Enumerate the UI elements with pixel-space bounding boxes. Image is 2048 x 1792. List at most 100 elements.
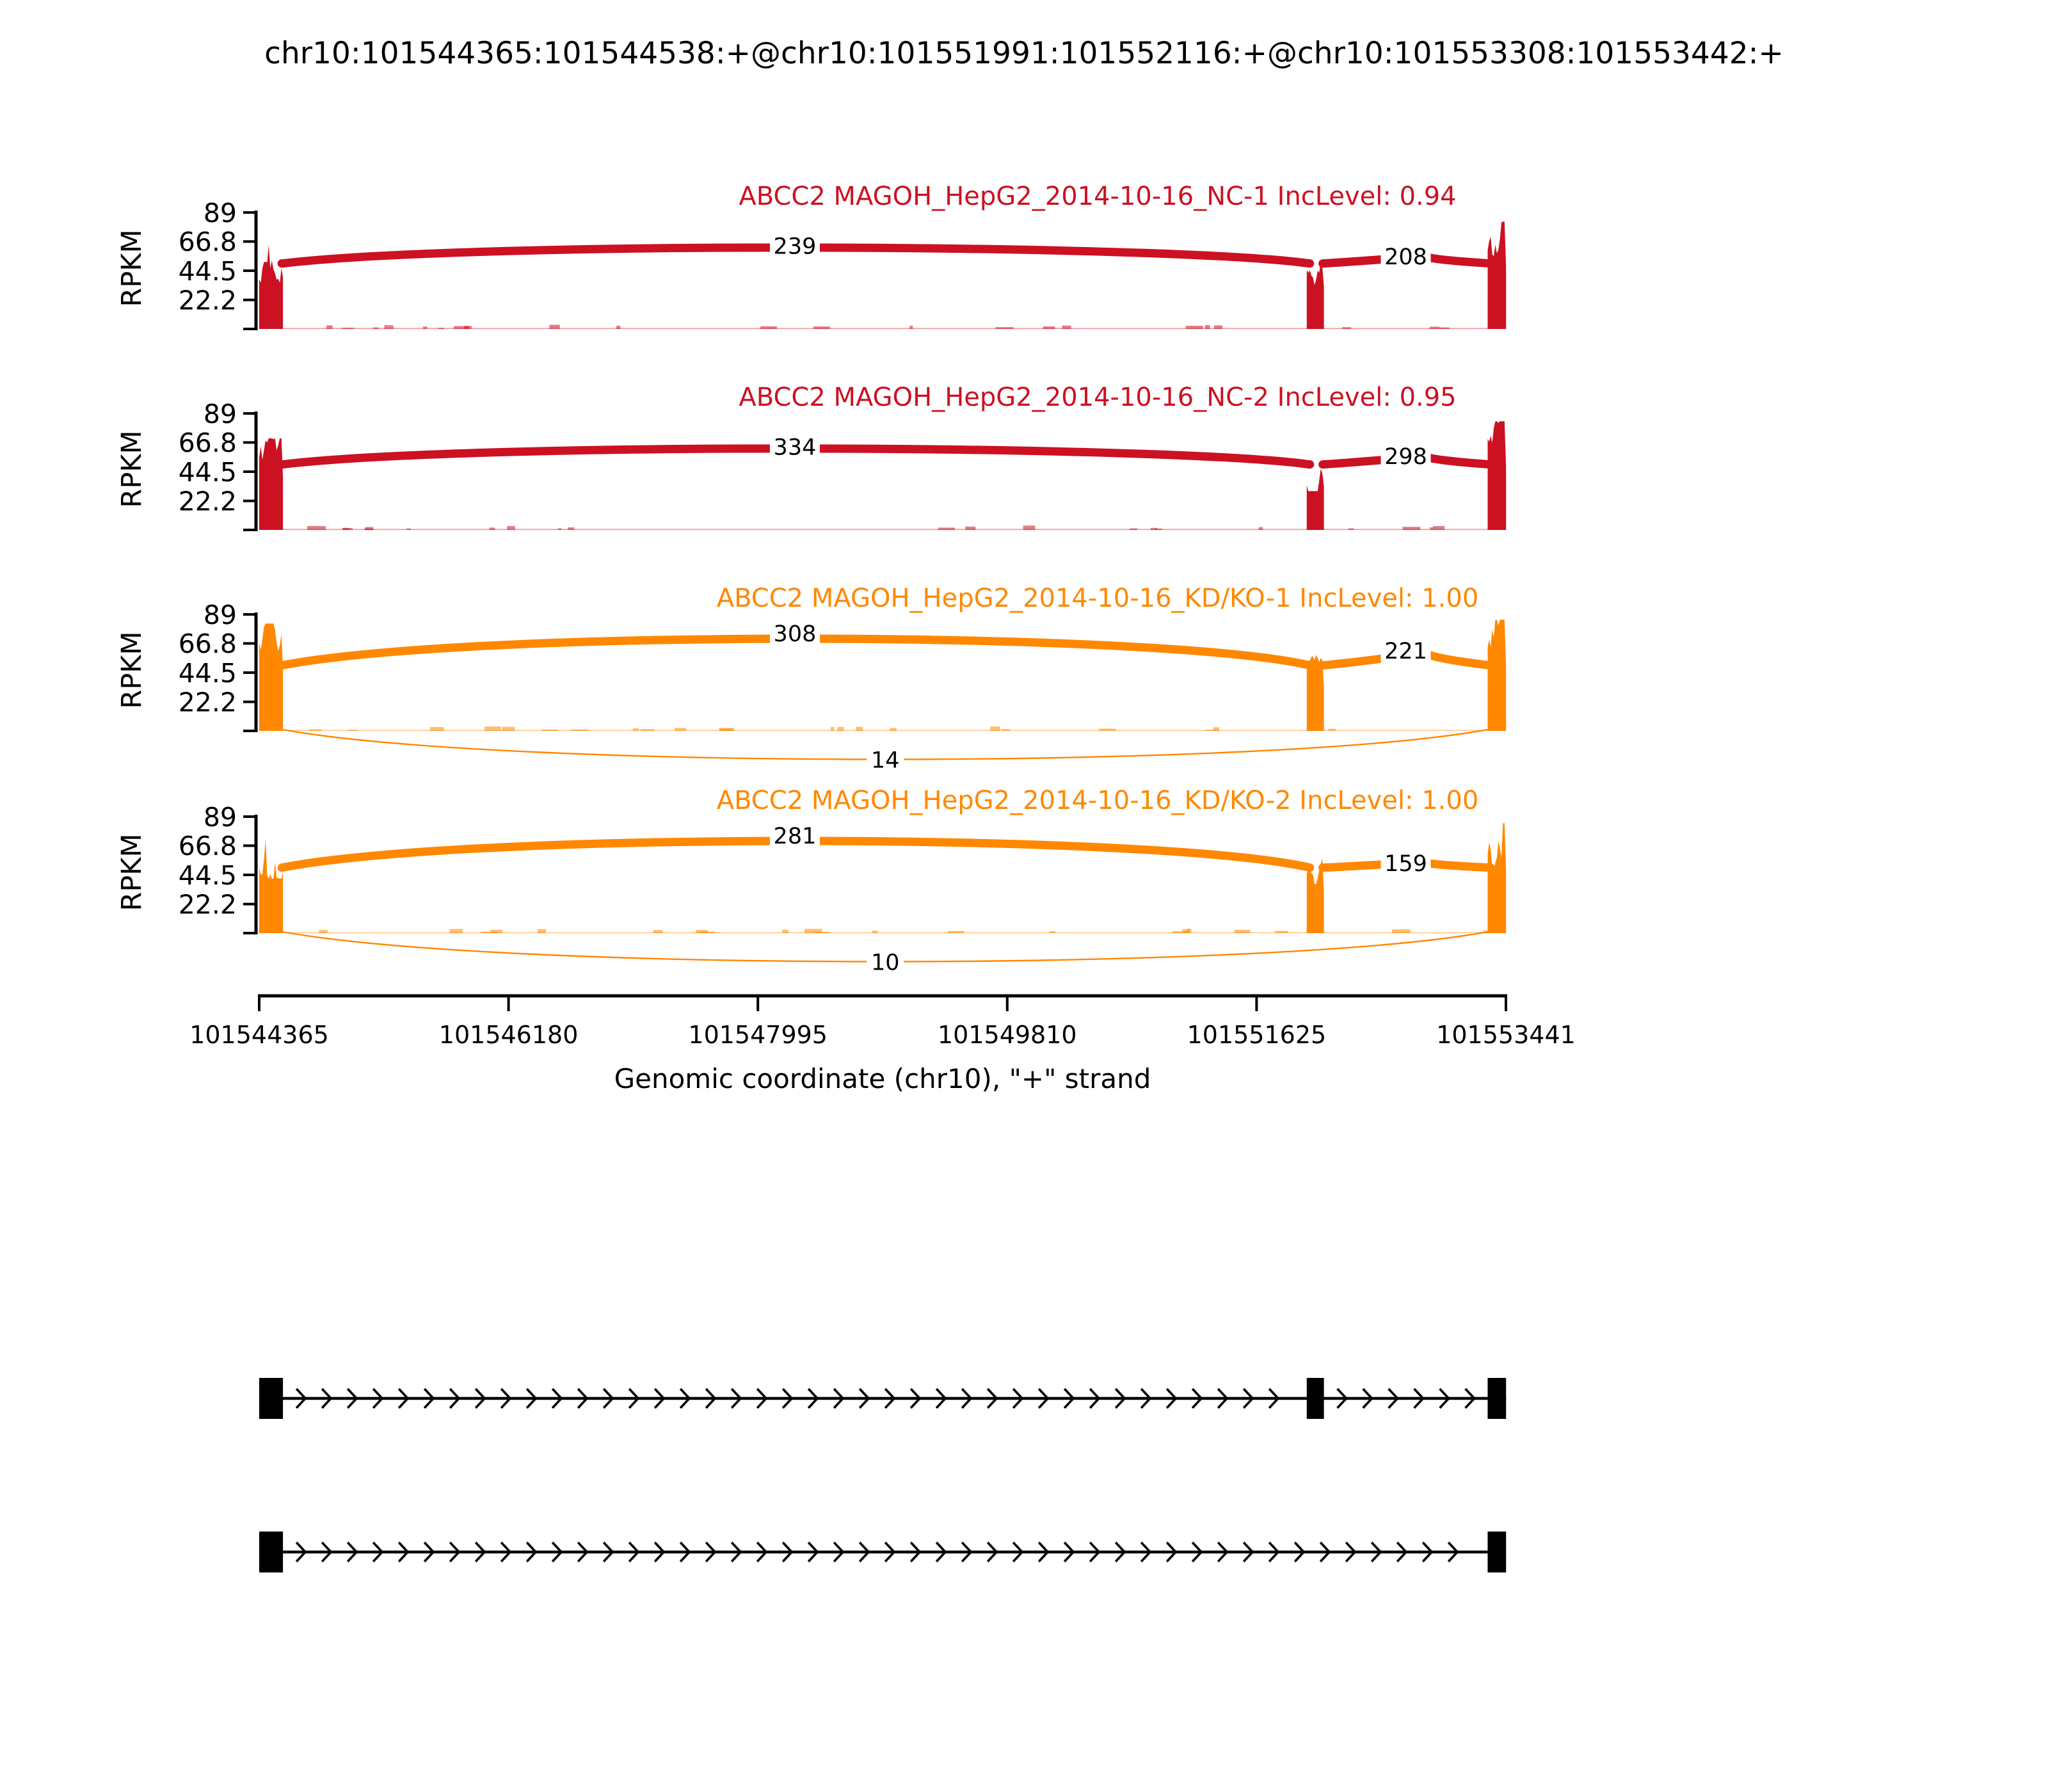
strand-chevron-icon <box>679 1541 691 1563</box>
junction-count-label: 10 <box>871 950 900 976</box>
y-tick-label: 89 <box>204 399 237 429</box>
strand-chevron-icon <box>807 1541 819 1563</box>
coverage-noise <box>449 929 463 933</box>
coverage-noise <box>1185 326 1203 329</box>
coverage-noise <box>489 527 495 530</box>
y-tick-label: 22.2 <box>179 687 237 717</box>
junction-count-box <box>769 821 820 850</box>
coverage-noise <box>490 929 502 933</box>
track-title: ABCC2 MAGOH_HepG2_2014-10-16_KD/KO-2 Inc… <box>717 786 1479 815</box>
coverage-noise <box>1275 931 1288 933</box>
exon-coverage <box>1306 468 1324 530</box>
strand-chevron-icon <box>1242 1388 1254 1409</box>
strand-chevron-icon <box>961 1388 973 1409</box>
strand-chevron-icon <box>858 1541 870 1563</box>
strand-chevron-icon <box>1370 1541 1382 1563</box>
strand-chevron-icon <box>1268 1541 1280 1563</box>
coverage-noise <box>1182 929 1190 933</box>
strand-chevron-icon <box>781 1541 794 1563</box>
coverage-noise <box>890 728 897 731</box>
coverage-baseline <box>283 529 1506 531</box>
strand-chevron-icon <box>372 1388 384 1409</box>
rpkm-axis-label: RPKM <box>116 430 148 508</box>
figure-title: chr10:101544365:101544538:+@chr10:101551… <box>264 36 1784 71</box>
coverage-noise <box>1391 929 1411 933</box>
strand-chevron-icon <box>1165 1541 1178 1563</box>
y-tick-label: 66.8 <box>179 628 237 659</box>
y-tick-label: 89 <box>204 600 237 630</box>
coverage-noise <box>1049 931 1056 933</box>
strand-chevron-icon <box>1089 1388 1101 1409</box>
junction-count-box <box>1380 636 1431 665</box>
strand-chevron-icon <box>1191 1388 1203 1409</box>
transcript-isoform-inclusion <box>259 1378 1507 1419</box>
exon-coverage <box>1487 823 1507 933</box>
y-tick-label: 22.2 <box>179 889 237 920</box>
exon-coverage <box>1306 858 1324 933</box>
coverage-noise <box>326 325 333 329</box>
strand-chevron-icon <box>1063 1541 1075 1563</box>
junction-count-box <box>1380 849 1431 877</box>
coverage-noise <box>557 528 562 530</box>
coverage-noise <box>1258 527 1263 530</box>
strand-chevron-icon <box>1037 1388 1050 1409</box>
strand-chevron-icon <box>1165 1388 1178 1409</box>
strand-chevron-icon <box>1140 1541 1152 1563</box>
junction-count-box <box>769 619 820 648</box>
coverage-noise <box>1043 326 1055 329</box>
coverage-noise <box>568 527 575 530</box>
coverage-noise <box>804 929 822 933</box>
strand-chevron-icon <box>1447 1541 1459 1563</box>
coverage-noise <box>872 931 877 933</box>
junction-count-box <box>867 948 904 976</box>
coverage-noise <box>571 729 589 731</box>
track-title: ABCC2 MAGOH_HepG2_2014-10-16_NC-1 IncLev… <box>739 182 1456 211</box>
exon-coverage <box>259 623 284 731</box>
exon-box <box>1487 1532 1507 1572</box>
rpkm-axis-label: RPKM <box>116 833 148 911</box>
coverage-noise <box>481 931 498 933</box>
coverage-noise <box>342 328 355 329</box>
strand-chevron-icon <box>909 1388 922 1409</box>
strand-chevron-icon <box>1242 1541 1254 1563</box>
y-tick-label: 66.8 <box>179 428 237 458</box>
strand-chevron-icon <box>577 1388 589 1409</box>
coverage-noise <box>538 929 547 933</box>
strand-chevron-icon <box>1268 1388 1280 1409</box>
strand-chevron-icon <box>551 1388 563 1409</box>
exon-coverage <box>1487 221 1507 329</box>
strand-chevron-icon <box>730 1541 742 1563</box>
rpkm-axis-label: RPKM <box>116 631 148 708</box>
junction-count-label: 281 <box>774 824 817 849</box>
coverage-noise <box>1213 727 1220 731</box>
coverage-noise <box>1099 728 1116 731</box>
strand-chevron-icon <box>602 1388 614 1409</box>
strand-chevron-icon <box>397 1388 410 1409</box>
y-tick-label: 89 <box>204 802 237 833</box>
strand-chevron-icon <box>321 1388 333 1409</box>
strand-chevron-icon <box>1362 1388 1374 1409</box>
coverage-noise <box>616 325 621 329</box>
coverage-noise <box>719 728 734 731</box>
strand-chevron-icon <box>909 1541 922 1563</box>
strand-chevron-icon <box>1413 1388 1425 1409</box>
strand-chevron-icon <box>1012 1388 1024 1409</box>
strand-chevron-icon <box>1089 1541 1101 1563</box>
exon-coverage <box>259 839 284 933</box>
coverage-noise <box>990 726 1000 731</box>
coverage-noise <box>348 730 358 731</box>
strand-chevron-icon <box>1345 1541 1357 1563</box>
coverage-noise <box>454 326 469 329</box>
coverage-noise <box>813 931 830 933</box>
x-tick-label: 101546180 <box>439 1021 579 1049</box>
strand-chevron-icon <box>884 1541 896 1563</box>
strand-chevron-icon <box>705 1388 717 1409</box>
strand-chevron-icon <box>986 1541 998 1563</box>
strand-chevron-icon <box>1293 1541 1306 1563</box>
strand-chevron-icon <box>1063 1388 1075 1409</box>
coverage-noise <box>372 327 379 329</box>
exon-coverage <box>1487 620 1507 731</box>
strand-chevron-icon <box>1114 1541 1126 1563</box>
